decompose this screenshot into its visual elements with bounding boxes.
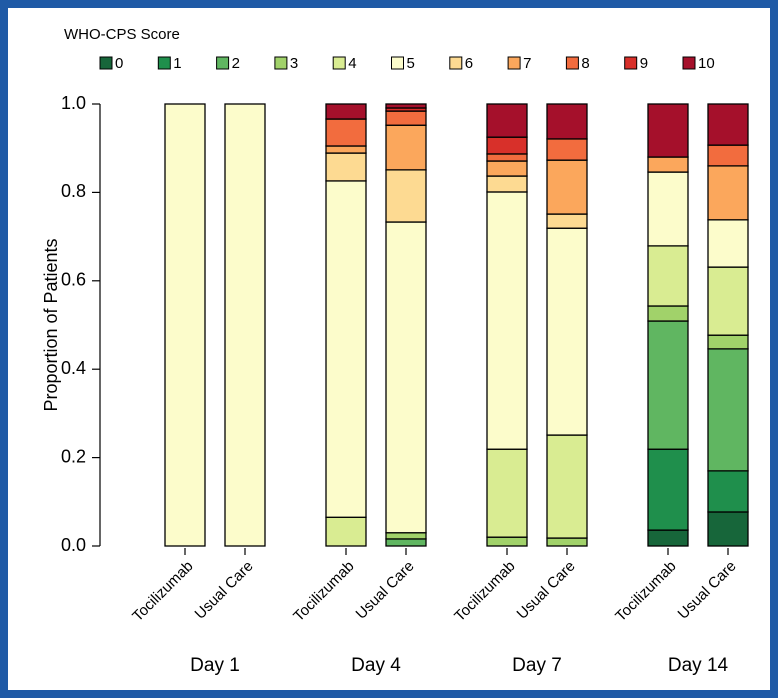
x-tick-label: Tocilizumab [290, 558, 357, 625]
bar-segment [486, 103, 528, 138]
bar-segment [325, 516, 367, 547]
bar-segment [546, 227, 588, 436]
legend-swatch [682, 56, 696, 70]
legend-label: 0 [115, 55, 123, 72]
bar-segment [385, 532, 427, 540]
x-tick-label: Usual Care [192, 558, 257, 623]
group-label: Day 1 [190, 655, 240, 676]
bar-segment [707, 334, 749, 350]
bar-segment [707, 470, 749, 513]
legend-label: 1 [173, 55, 181, 72]
x-tick-label: Usual Care [514, 558, 579, 623]
legend-swatch [274, 56, 288, 70]
bar-segment [385, 110, 427, 126]
bar-segment [325, 145, 367, 154]
x-tick-label: Tocilizumab [129, 558, 196, 625]
y-tick-label: 0.0 [61, 535, 86, 555]
group-label: Day 14 [668, 655, 729, 676]
bar-segment [707, 219, 749, 268]
bar-segment [707, 511, 749, 547]
group-label: Day 7 [512, 655, 562, 676]
bar-segment [546, 434, 588, 539]
bar-segment [385, 103, 427, 109]
bar-segment [707, 266, 749, 336]
bar-segment [647, 320, 689, 450]
bar-segment [707, 165, 749, 221]
y-tick-label: 0.6 [61, 270, 86, 290]
legend-swatch [624, 56, 638, 70]
legend-label: 5 [407, 55, 415, 72]
legend-label: 9 [640, 55, 648, 72]
legend-label: 7 [523, 55, 531, 72]
bar-segment [647, 305, 689, 322]
legend-swatch [332, 56, 346, 70]
bar-segment [647, 156, 689, 173]
bar-segment [325, 118, 367, 147]
bar-segment [486, 175, 528, 193]
bar-segment [707, 103, 749, 146]
x-tick-label: Tocilizumab [612, 558, 679, 625]
y-tick-label: 0.2 [61, 446, 86, 466]
x-tick-label: Usual Care [353, 558, 418, 623]
y-axis-label: Proportion of Patients [41, 238, 61, 411]
bar-segment [647, 171, 689, 247]
legend-label: 8 [581, 55, 589, 72]
group-label: Day 4 [351, 655, 401, 676]
bar-segment [546, 537, 588, 547]
bar-segment [325, 152, 367, 182]
legend-swatch [216, 56, 230, 70]
legend-swatch [157, 56, 171, 70]
bar-segment [647, 529, 689, 547]
y-tick-label: 1.0 [61, 93, 86, 113]
legend-swatch [99, 56, 113, 70]
bar-segment [707, 348, 749, 472]
bar-segment [707, 144, 749, 167]
legend-swatch [391, 56, 404, 70]
y-tick-label: 0.8 [61, 181, 86, 201]
bar-segment [486, 536, 528, 547]
legend-label: 3 [290, 55, 298, 72]
bar-segment [486, 191, 528, 450]
bar-segment [486, 160, 528, 177]
bar-segment [647, 245, 689, 307]
x-tick-label: Usual Care [675, 558, 740, 623]
bar-segment [164, 103, 206, 547]
legend-label: 6 [465, 55, 473, 72]
bar-segment [385, 124, 427, 171]
legend-title: WHO-CPS Score [64, 26, 180, 43]
bar-segment [385, 221, 427, 534]
bar-segment [385, 169, 427, 223]
legend-swatch [449, 56, 463, 70]
bar-segment [486, 448, 528, 538]
legend-swatch [565, 56, 579, 70]
legend-label: 10 [698, 55, 715, 72]
bar-segment [325, 103, 367, 120]
bar-segment [385, 538, 427, 547]
bar-segment [546, 213, 588, 229]
legend-label: 2 [232, 55, 240, 72]
bar-segment [546, 138, 588, 161]
legend-label: 4 [348, 55, 356, 72]
y-tick-label: 0.4 [61, 358, 86, 378]
x-tick-label: Tocilizumab [451, 558, 518, 625]
bar-segment [486, 136, 528, 155]
legend-swatch [507, 56, 521, 70]
bar-segment [546, 159, 588, 215]
bar-segment [647, 448, 689, 531]
bar-segment [486, 153, 528, 162]
bar-segment [546, 103, 588, 140]
bar-segment [224, 103, 266, 547]
bar-segment [647, 103, 689, 158]
bar-segment [325, 180, 367, 518]
